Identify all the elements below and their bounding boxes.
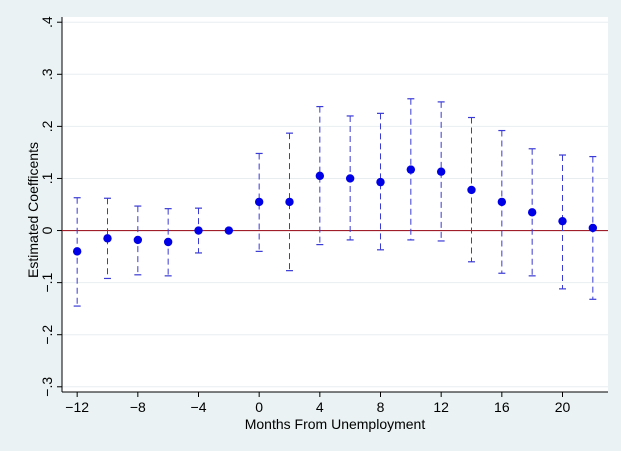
y-tick-label: −.2 xyxy=(39,325,55,345)
coefficient-point xyxy=(315,171,325,181)
coefficient-point xyxy=(285,197,294,207)
x-tick-label: 12 xyxy=(433,399,449,415)
x-axis-title: Months From Unemployment xyxy=(245,416,426,432)
x-tick-label: 0 xyxy=(255,399,263,415)
y-tick-label: −.3 xyxy=(39,377,55,397)
y-tick-label: 0 xyxy=(39,226,55,234)
coefficient-point xyxy=(527,208,537,217)
x-tick-label: 20 xyxy=(555,399,571,415)
x-tick-label: 16 xyxy=(494,399,510,415)
y-tick-label: .4 xyxy=(39,16,55,28)
coefficient-point xyxy=(194,226,203,235)
plot-area xyxy=(62,17,608,392)
x-tick-label: −12 xyxy=(65,399,89,415)
coefficient-point xyxy=(72,247,82,256)
coefficient-point xyxy=(345,174,355,183)
coefficient-point xyxy=(436,167,446,176)
y-tick-label: −.1 xyxy=(39,272,55,292)
coefficient-point xyxy=(103,234,112,243)
coefficient-point xyxy=(558,216,567,226)
axes xyxy=(61,17,608,393)
coefficient-point xyxy=(406,165,416,174)
y-tick-label: .2 xyxy=(39,120,55,132)
x-tick-label: −8 xyxy=(130,399,146,415)
y-axis-title: Estimated Coefficents xyxy=(25,142,41,278)
x-tick-label: 8 xyxy=(377,399,385,415)
coefficient-point xyxy=(497,197,507,207)
y-tick-label: .3 xyxy=(39,68,55,80)
coefficient-point xyxy=(376,177,385,187)
x-tick-label: 4 xyxy=(316,399,324,415)
coefficient-point xyxy=(133,235,143,245)
coefficient-point xyxy=(224,226,234,235)
coefficient-point xyxy=(467,185,476,195)
y-tick-label: .1 xyxy=(39,172,55,184)
coefficient-point xyxy=(163,237,173,247)
coefficient-point xyxy=(254,197,264,207)
x-ticks: −12 −8 −4 0 4 8 12 16 20 xyxy=(65,392,570,415)
y-ticks: −.3 −.2 −.1 0 .1 .2 .3 .4 xyxy=(39,16,62,397)
coefficient-point xyxy=(588,223,598,233)
x-tick-label: −4 xyxy=(191,399,207,415)
coefficient-points xyxy=(72,165,598,256)
